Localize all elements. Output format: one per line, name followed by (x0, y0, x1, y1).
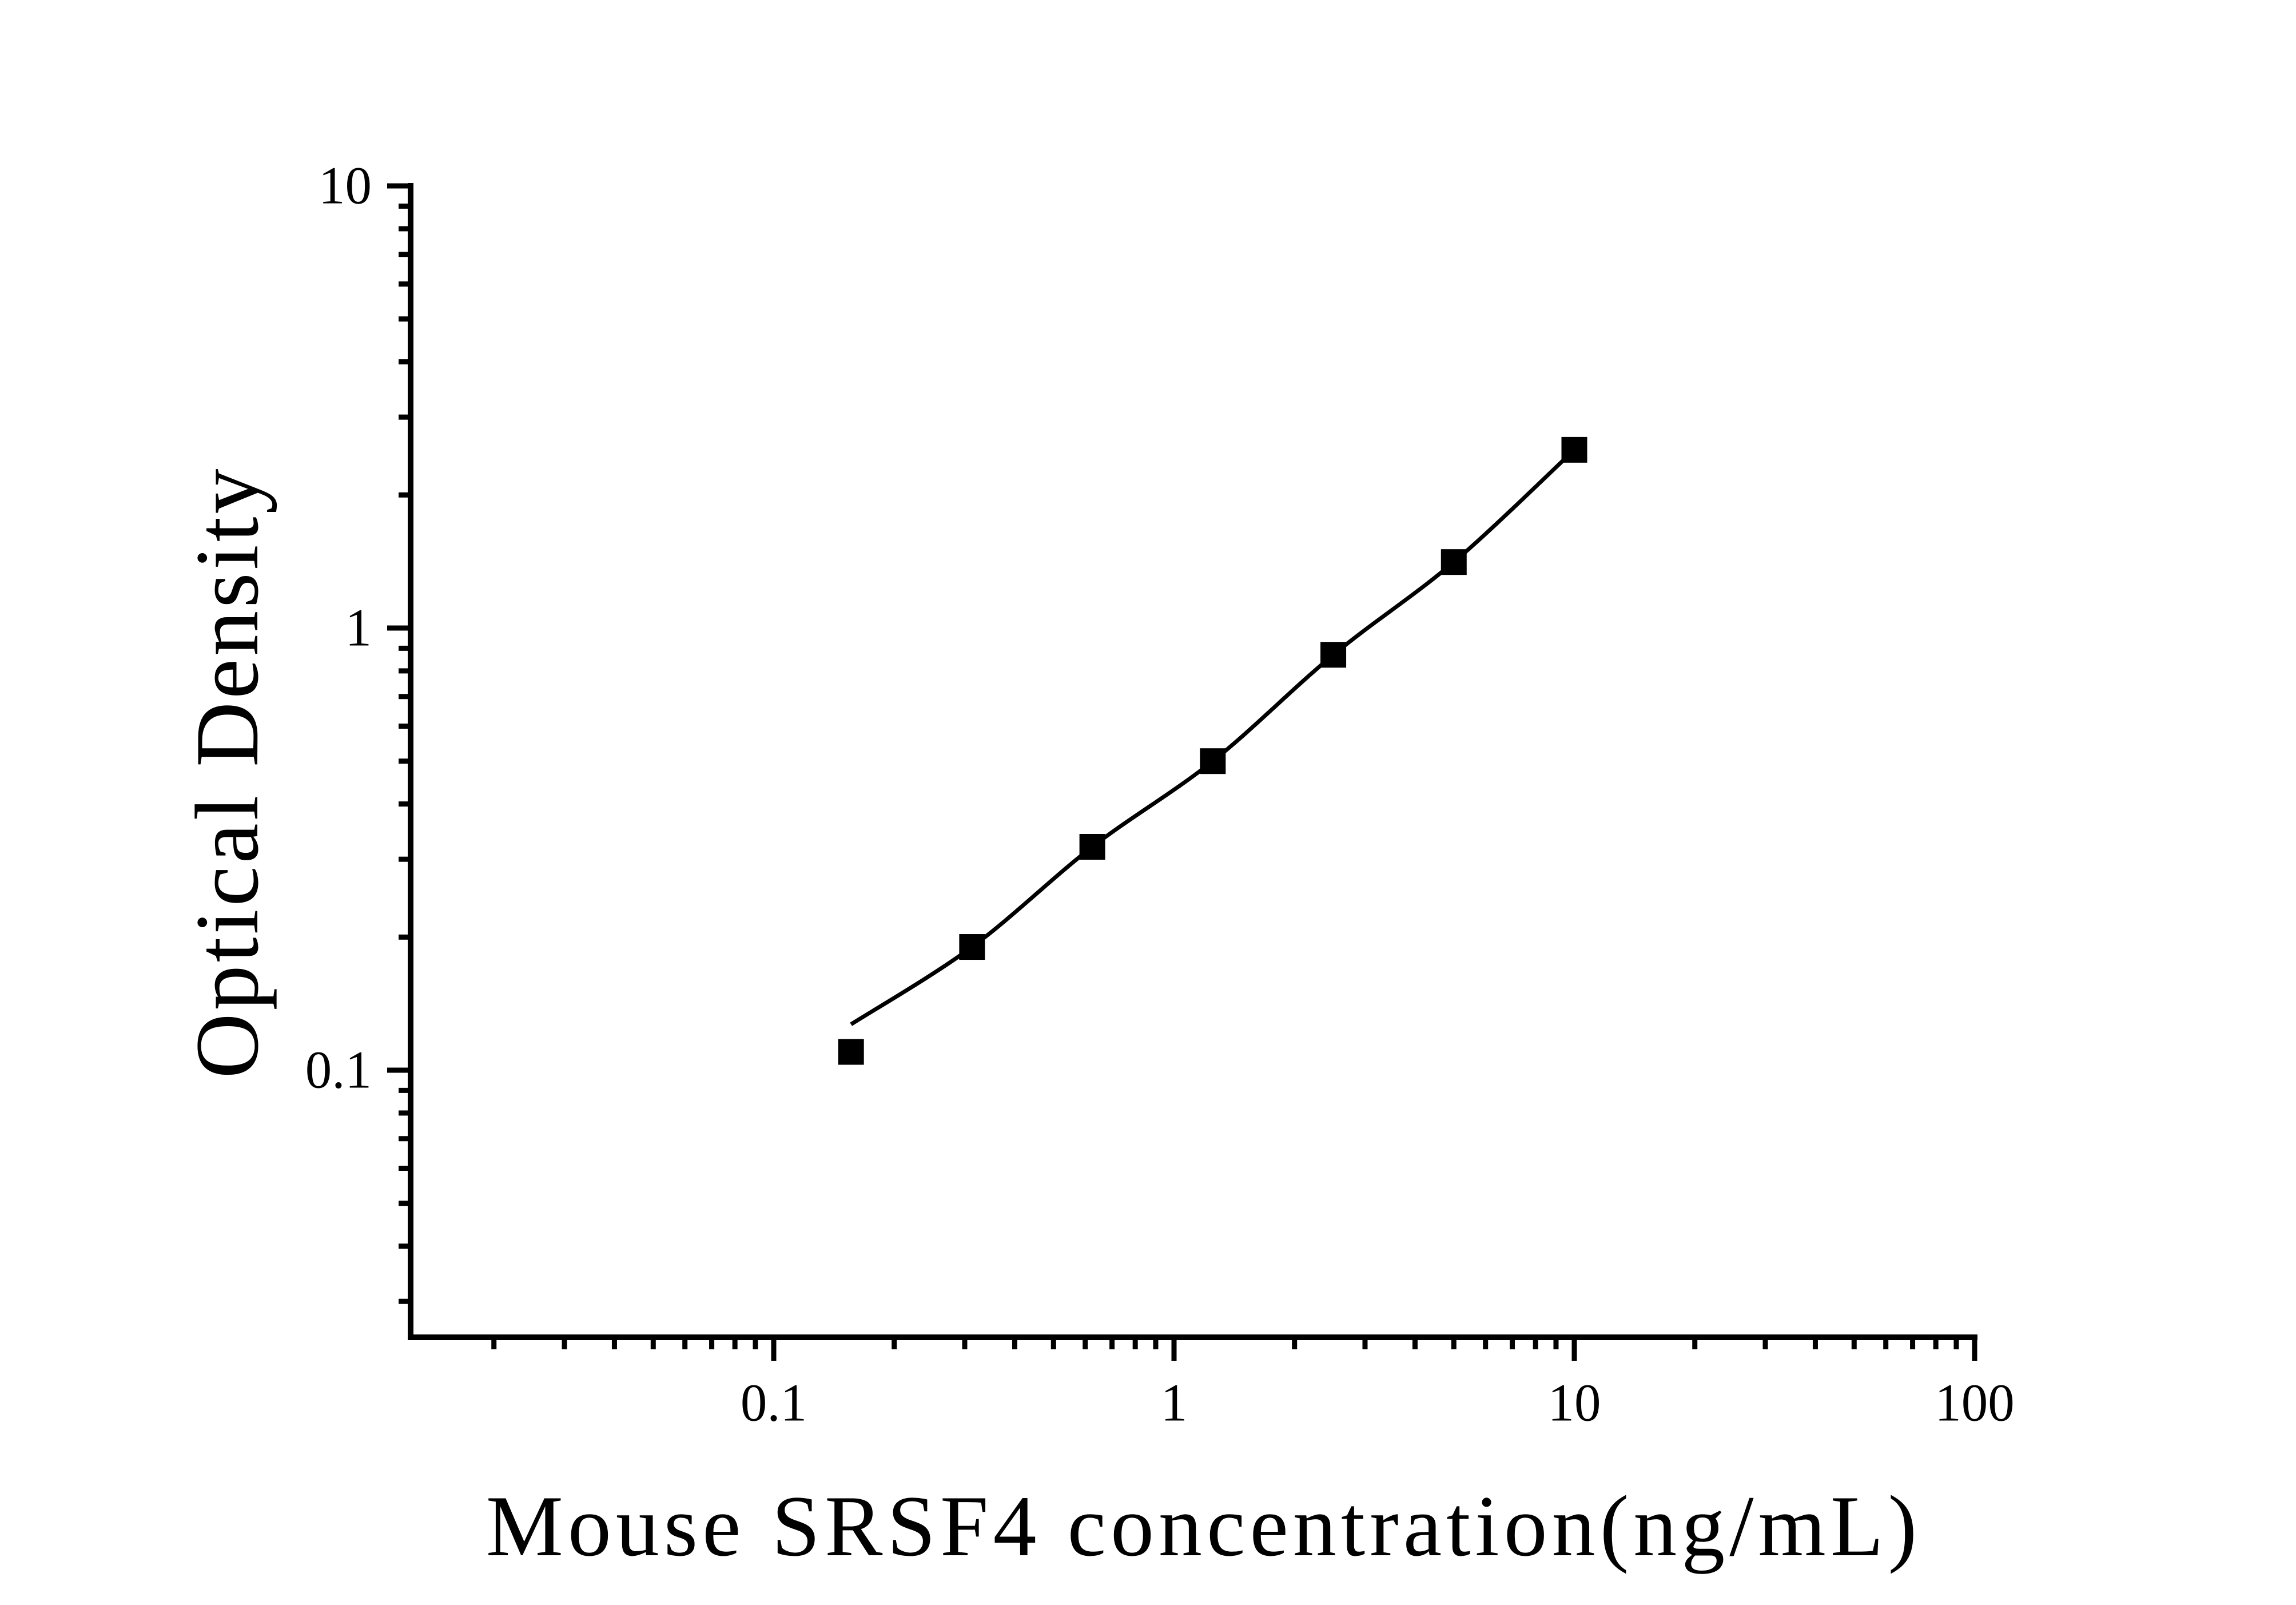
data-point-marker (1561, 436, 1587, 463)
data-point-marker (838, 1039, 864, 1065)
y-tick-label: 1 (345, 598, 372, 658)
x-tick-label: 0.1 (740, 1373, 807, 1433)
data-point-marker (1200, 748, 1226, 774)
x-tick-label: 100 (1935, 1373, 2015, 1433)
y-tick-label: 0.1 (305, 1040, 372, 1100)
y-axis-title: Optical Density (177, 466, 277, 1079)
data-point-marker (1441, 549, 1467, 575)
data-point-marker (1320, 642, 1347, 668)
data-point-marker (1079, 834, 1105, 860)
x-tick-label: 1 (1160, 1373, 1188, 1433)
x-axis-title: Mouse SRSF4 concentration(ng/mL) (486, 1478, 1922, 1574)
x-tick-label: 10 (1547, 1373, 1601, 1433)
y-tick-label: 10 (319, 156, 372, 216)
data-point-marker (959, 934, 985, 960)
